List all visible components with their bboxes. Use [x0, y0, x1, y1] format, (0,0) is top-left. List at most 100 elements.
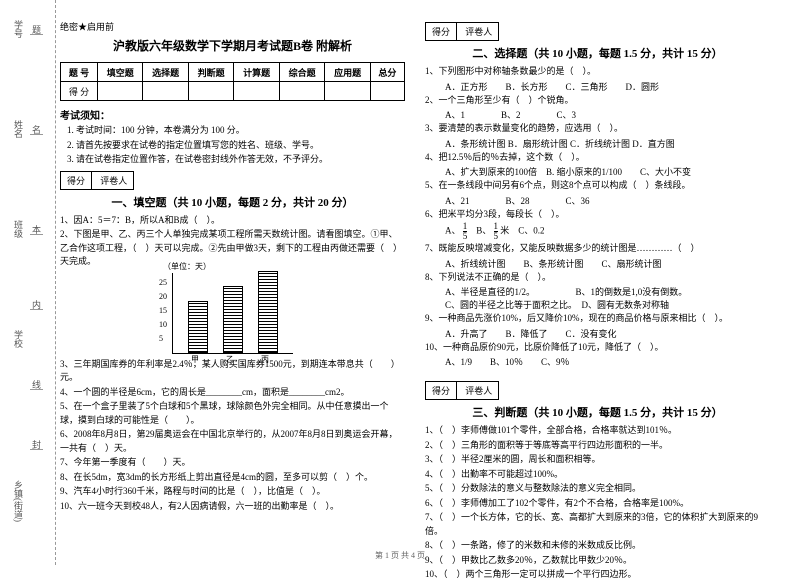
q2-6-o: A、 15 B、 15 米 C、0.2: [425, 222, 770, 241]
right-column: 得分 评卷人 二、选择题（共 10 小题，每题 1.5 分，共计 15 分） 1…: [425, 20, 770, 555]
ytick: 10: [159, 320, 167, 329]
page-footer: 第 1 页 共 4 页: [0, 550, 800, 561]
bind-lab-1: 姓名: [12, 120, 25, 138]
q1-7: 7、今年第一季度有（ ）天。: [60, 456, 405, 470]
scorebox-b: 评卷人: [459, 23, 498, 40]
notice-item: 请首先按要求在试卷的指定位置填写您的姓名、班级、学号。: [76, 139, 405, 153]
score-box-2: 得分 评卷人: [425, 22, 499, 41]
bind-lab-0: 学号: [12, 20, 25, 38]
scorebox-b: 评卷人: [459, 382, 498, 399]
ytick: 15: [159, 306, 167, 315]
ytick: 20: [159, 292, 167, 301]
bind-lab-3: 学校: [12, 330, 25, 348]
q1-9: 9、汽车4小时行360千米，路程与时间的比是（ ），比值是（ ）。: [60, 485, 405, 499]
q2-5: 5、在一条线段中间另有6个点，则这8个点可以构成（ ）条线段。: [425, 179, 770, 193]
q1-1: 1、因A：5＝7：B，所以A和B成（ ）。: [60, 214, 405, 228]
notice-list: 考试时间：100 分钟，本卷满分为 100 分。 请首先按要求在试卷的指定位置填…: [60, 124, 405, 167]
bar-bing: [258, 271, 278, 353]
part1-title: 一、填空题（共 10 小题，每题 2 分，共计 20 分）: [60, 194, 405, 210]
q2-7-o: A、折线统计图 B、条形统计图 C、扇形统计图: [425, 257, 770, 270]
xlab: 甲: [191, 354, 199, 365]
xlab: 丙: [261, 354, 269, 365]
scorebox-a: 得分: [426, 23, 457, 40]
xlab: 乙: [226, 354, 234, 365]
q2-9-o: A．升高了 B．降低了 C．没有变化: [425, 327, 770, 340]
bar-jia: [188, 301, 208, 353]
q2-8: 8、下列说法不正确的是（ ）。: [425, 271, 770, 285]
bind-lab-2: 班级: [12, 220, 25, 238]
score-table: 题 号 填空题 选择题 判断题 计算题 综合题 应用题 总分 得 分: [60, 62, 405, 101]
q1-5: 5、在一个盒子里装了5个白球和5个黑球，球除颜色外完全相同。从中任意摸出一个球，…: [60, 400, 405, 427]
q1-2: 2、下图是甲、乙、丙三个人单独完成某项工程所需天数统计图。请看图填空。①甲、乙合…: [60, 228, 405, 269]
q3-1: 1、（ ）李师傅做101个零件，全部合格，合格率就达到101％。: [425, 424, 770, 438]
q2-6: 6、把米平均分3段，每段长（ ）。: [425, 208, 770, 222]
th-1: 填空题: [97, 63, 142, 82]
notice-item: 考试时间：100 分钟，本卷满分为 100 分。: [76, 124, 405, 138]
q3-7: 7、（ ）一个长方体，它的长、宽、高都扩大到原来的3倍，它的体积扩大到原来的9倍…: [425, 511, 770, 538]
q3-6: 6、（ ）李师傅加工了102个零件，有2个不合格，合格率是100%。: [425, 497, 770, 511]
bind-mark-2: 本: [30, 225, 43, 235]
secret-label: 绝密★启用前: [60, 20, 405, 33]
table-row: 题 号 填空题 选择题 判断题 计算题 综合题 应用题 总分: [61, 63, 405, 82]
q2-2: 2、一个三角形至少有（ ）个锐角。: [425, 94, 770, 108]
bind-mark-0: 题: [30, 25, 43, 35]
th-2: 选择题: [143, 63, 188, 82]
table-row: 得 分: [61, 82, 405, 101]
notice-item: 请在试卷指定位置作答，在试卷密封线外作答无效，不予评分。: [76, 153, 405, 167]
frac-icon: 15: [463, 222, 468, 241]
bar-chart: （单位：天） 5 10 15 20 25 甲 乙 丙: [172, 273, 293, 354]
q2-9: 9、一种商品先涨价10%，后又降价10%，现在的商品价格与原来相比（ ）。: [425, 312, 770, 326]
q3-5: 5、（ ）分数除法的意义与整数除法的意义完全相同。: [425, 482, 770, 496]
score-box-3: 得分 评卷人: [425, 381, 499, 400]
th-7: 总分: [370, 63, 404, 82]
bind-mark-4: 线: [30, 380, 43, 390]
part2-title: 二、选择题（共 10 小题，每题 1.5 分，共计 15 分）: [425, 45, 770, 61]
scorebox-a: 得分: [426, 382, 457, 399]
th-5: 综合题: [279, 63, 324, 82]
ytick: 5: [159, 334, 163, 343]
q1-8: 8、在长5dm，宽3dm的长方形纸上剪出直径是4cm的圆，至多可以剪（ ）个。: [60, 471, 405, 485]
scorebox-b: 评卷人: [94, 172, 133, 189]
th-6: 应用题: [325, 63, 370, 82]
part3-title: 三、判断题（共 10 小题，每题 1.5 分，共计 15 分）: [425, 404, 770, 420]
bind-mark-1: 名: [30, 125, 43, 135]
q2-8-o: A、半径是直径的1/2。 B、1的倒数是1,0没有倒数。 C、圆的半径之比等于面…: [425, 285, 770, 311]
q2-10: 10、一种商品原价90元，比原价降低了10元，降低了（ ）。: [425, 341, 770, 355]
th-4: 计算题: [234, 63, 279, 82]
q2-3: 3、要清楚的表示数量变化的趋势，应选用（ ）。: [425, 122, 770, 136]
scorebox-a: 得分: [61, 172, 92, 189]
chart-unit: （单位：天）: [163, 261, 211, 272]
bind-mark-5: 封: [30, 440, 43, 450]
bar-yi: [223, 286, 243, 353]
q2-1-o: A．正方形 B．长方形 C．三角形 D．圆形: [425, 80, 770, 93]
q1-10: 10、六一班今天到校48人，有2人因病请假，六一班的出勤率是（ ）。: [60, 500, 405, 514]
q2-5-o: A、21 B、28 C、36: [425, 194, 770, 207]
binding-margin: 学号 姓名 班级 学校 乡镇(街道) 题 名 本 内 线 封: [10, 0, 56, 565]
bind-lab-4: 乡镇(街道): [12, 480, 25, 522]
q3-4: 4、（ ）出勤率不可能超过100%。: [425, 468, 770, 482]
q2-4: 4、把12.5％后的％去掉，这个数（ ）。: [425, 151, 770, 165]
q2-2-o: A、1 B、2 C、3: [425, 108, 770, 121]
q3-3: 3、（ ）半径2厘米的圆，周长和面积相等。: [425, 453, 770, 467]
score-box-1: 得分 评卷人: [60, 171, 134, 190]
q2-7: 7、既能反映增减变化，又能反映数据多少的统计图是…………（ ）: [425, 242, 770, 256]
th-3: 判断题: [188, 63, 233, 82]
q2-10-o: A、1/9 B、10％ C、9％: [425, 355, 770, 368]
q2-4-o: A、扩大到原来的100倍 B. 缩小原来的1/100 C、大小不变: [425, 165, 770, 178]
q2-3-o: A．条形统计图 B．扇形统计图 C．折线统计图 D．直方图: [425, 137, 770, 150]
left-column: 绝密★启用前 沪教版六年级数学下学期月考试题B卷 附解析 题 号 填空题 选择题…: [60, 20, 405, 555]
exam-page: 学号 姓名 班级 学校 乡镇(街道) 题 名 本 内 线 封 绝密★启用前 沪教…: [0, 0, 800, 565]
frac-icon: 15: [494, 222, 499, 241]
ytick: 25: [159, 278, 167, 287]
exam-title: 沪教版六年级数学下学期月考试题B卷 附解析: [60, 37, 405, 54]
q3-10: 10、（ ）两个三角形一定可以拼成一个平行四边形。: [425, 568, 770, 582]
content-columns: 绝密★启用前 沪教版六年级数学下学期月考试题B卷 附解析 题 号 填空题 选择题…: [60, 20, 770, 555]
notice-head: 考试须知：: [60, 107, 405, 122]
bind-mark-3: 内: [30, 300, 43, 310]
th-0: 题 号: [61, 63, 98, 82]
row-label: 得 分: [61, 82, 98, 101]
q3-2: 2、（ ）三角形的面积等于等底等高平行四边形面积的一半。: [425, 439, 770, 453]
q1-4: 4、一个圆的半径是6cm，它的周长是________cm，面积是________…: [60, 386, 405, 400]
q1-6: 6、2008年8月8日，第29届奥运会在中国北京举行的，从2007年8月8日到奥…: [60, 428, 405, 455]
q2-1: 1、下列图形中对称轴条数最少的是（ ）。: [425, 65, 770, 79]
